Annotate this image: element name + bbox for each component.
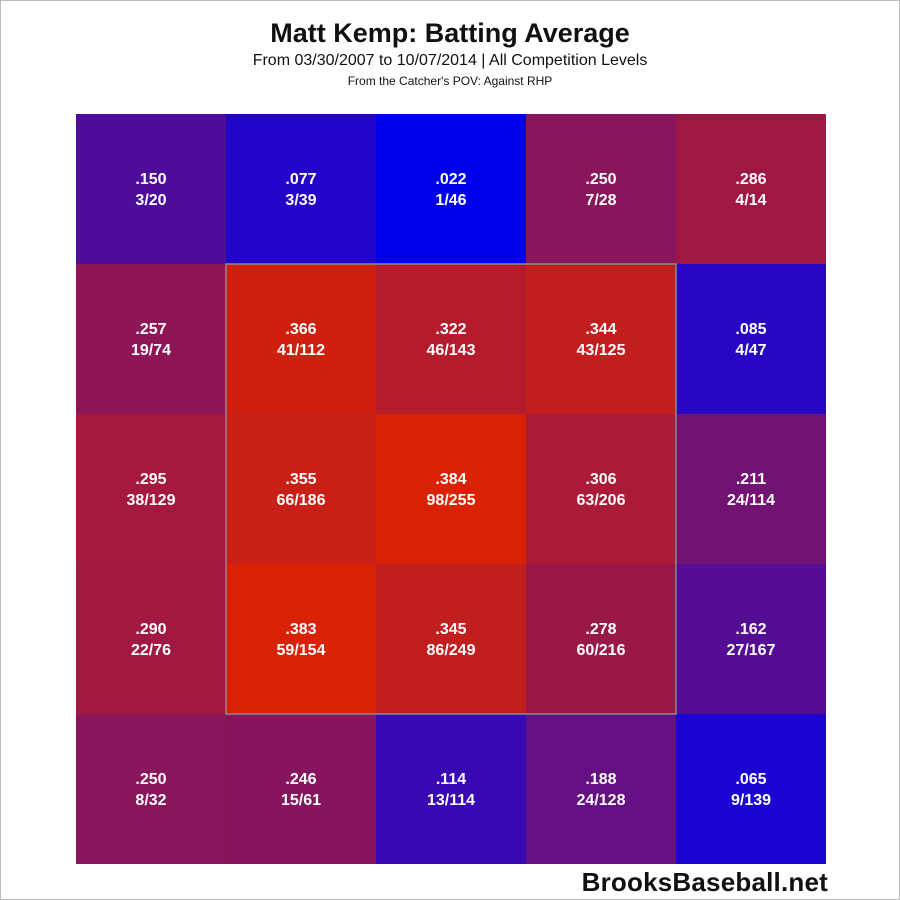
heatmap-cell	[526, 414, 676, 564]
cell-average-label: .065	[735, 771, 766, 788]
cell-average-label: .250	[135, 771, 166, 788]
cell-hits-label: 38/129	[127, 492, 176, 509]
cell-hits-label: 86/249	[427, 642, 476, 659]
heatmap-cell	[526, 714, 676, 864]
heatmap-cell	[376, 264, 526, 414]
cell-hits-label: 3/20	[135, 192, 166, 209]
cell-hits-label: 41/112	[277, 342, 325, 359]
cell-hits-label: 15/61	[281, 792, 321, 809]
heatmap-cell	[376, 714, 526, 864]
cell-average-label: .355	[285, 471, 316, 488]
cell-average-label: .022	[435, 171, 466, 188]
cell-hits-label: 63/206	[577, 492, 626, 509]
heatmap-cell	[226, 264, 376, 414]
cell-hits-label: 4/47	[735, 342, 766, 359]
cell-average-label: .306	[585, 471, 616, 488]
heatmap-cell	[526, 264, 676, 414]
cell-average-label: .344	[585, 321, 616, 338]
heatmap-cell	[376, 114, 526, 264]
heatmap-cell	[526, 114, 676, 264]
heatmap-cell	[376, 414, 526, 564]
cell-average-label: .085	[735, 321, 766, 338]
cell-hits-label: 8/32	[135, 792, 166, 809]
heatmap-cell	[676, 414, 826, 564]
cell-hits-label: 98/255	[427, 492, 476, 509]
heatmap-cell	[676, 114, 826, 264]
cell-hits-label: 66/186	[277, 492, 326, 509]
cell-hits-label: 24/128	[577, 792, 626, 809]
cell-average-label: .250	[585, 171, 616, 188]
heatmap-cell	[76, 264, 226, 414]
heatmap-cell	[676, 564, 826, 714]
cell-average-label: .162	[735, 621, 766, 638]
cell-average-label: .286	[735, 171, 766, 188]
cell-hits-label: 13/114	[427, 792, 475, 809]
source-credit: BrooksBaseball.net	[581, 867, 828, 897]
cell-hits-label: 7/28	[585, 192, 616, 209]
cell-hits-label: 1/46	[435, 192, 466, 209]
cell-hits-label: 22/76	[131, 642, 171, 659]
cell-average-label: .188	[585, 771, 616, 788]
cell-average-label: .257	[135, 321, 166, 338]
cell-average-label: .246	[285, 771, 316, 788]
cell-average-label: .211	[736, 471, 766, 488]
cell-hits-label: 24/114	[727, 492, 775, 509]
cell-average-label: .077	[285, 171, 316, 188]
chart-title: Matt Kemp: Batting Average	[270, 18, 630, 48]
cell-average-label: .150	[135, 171, 166, 188]
heatmap-cell	[76, 714, 226, 864]
cell-hits-label: 19/74	[131, 342, 171, 359]
heatmap-cell	[76, 414, 226, 564]
heatmap-cell	[676, 264, 826, 414]
cell-hits-label: 43/125	[577, 342, 626, 359]
heatmap-cell	[226, 714, 376, 864]
chart-subtitle: From 03/30/2007 to 10/07/2014 | All Comp…	[252, 52, 648, 69]
cell-hits-label: 46/143	[427, 342, 476, 359]
cell-hits-label: 27/167	[727, 642, 776, 659]
cell-average-label: .322	[435, 321, 466, 338]
cell-average-label: .114	[436, 771, 466, 788]
cell-average-label: .384	[435, 471, 466, 488]
cell-average-label: .295	[135, 471, 166, 488]
heatmap-cell	[376, 564, 526, 714]
cell-average-label: .278	[585, 621, 616, 638]
heatmap-cell	[226, 114, 376, 264]
heatmap-cell	[226, 564, 376, 714]
cell-average-label: .345	[435, 621, 466, 638]
cell-hits-label: 4/14	[735, 192, 766, 209]
chart-note: From the Catcher's POV: Against RHP	[347, 74, 553, 88]
cell-average-label: .366	[285, 321, 316, 338]
heatmap-cell	[226, 414, 376, 564]
heatmap-cell	[76, 564, 226, 714]
cell-hits-label: 60/216	[577, 642, 626, 659]
cell-hits-label: 59/154	[277, 642, 326, 659]
strike-zone-outline	[225, 263, 677, 715]
cell-hits-label: 3/39	[285, 192, 316, 209]
heatmap-cell	[526, 564, 676, 714]
cell-average-label: .290	[135, 621, 166, 638]
heatmap-cell	[76, 114, 226, 264]
cell-average-label: .383	[285, 621, 316, 638]
heatmap-cell	[676, 714, 826, 864]
cell-hits-label: 9/139	[731, 792, 771, 809]
